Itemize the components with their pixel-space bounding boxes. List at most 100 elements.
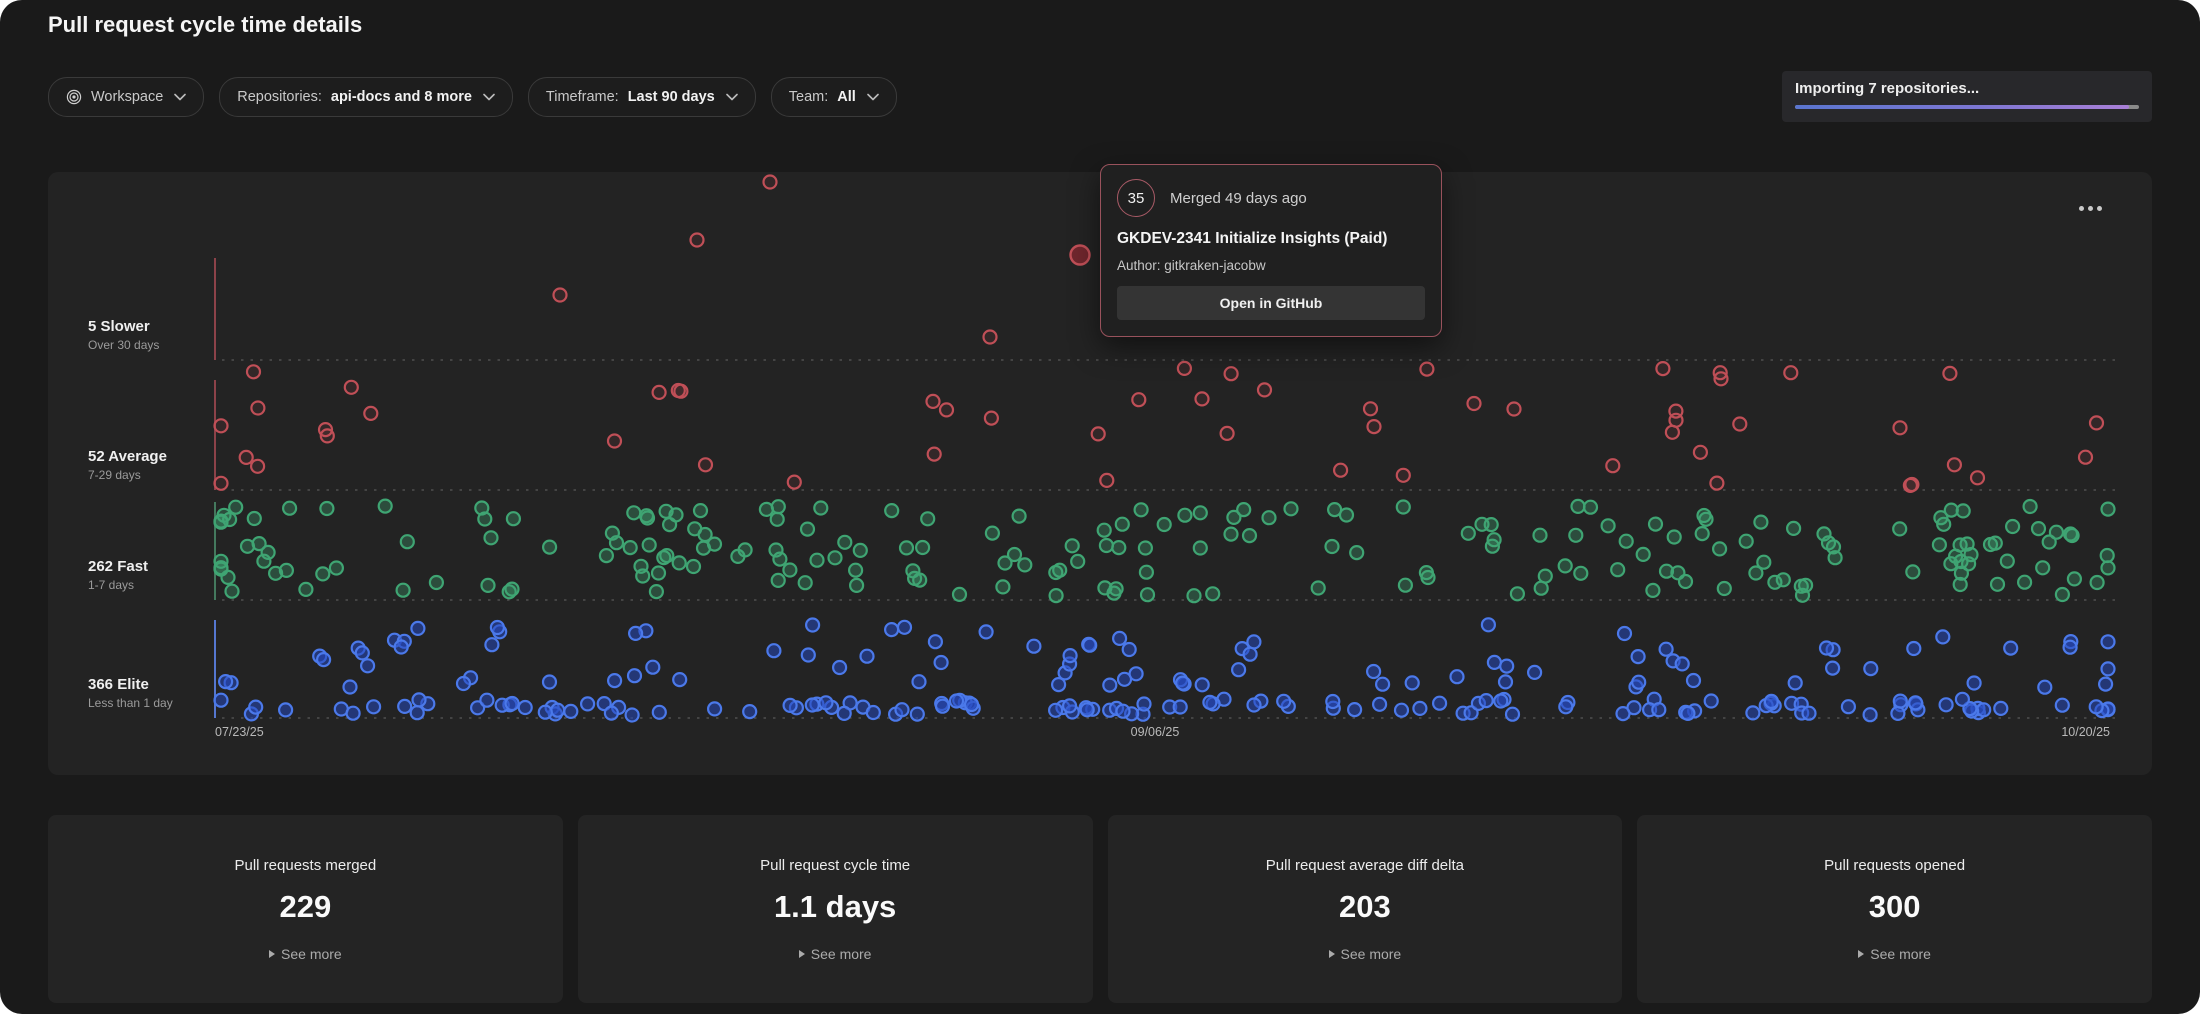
pr-dot[interactable] <box>624 707 640 723</box>
pr-dot[interactable] <box>1732 416 1748 432</box>
pr-dot[interactable] <box>742 703 758 720</box>
pr-dot[interactable] <box>315 566 331 582</box>
pr-dot[interactable] <box>2054 586 2071 603</box>
pr-dot[interactable] <box>1242 646 1258 662</box>
pr-dot[interactable] <box>606 673 623 689</box>
pr-dot[interactable] <box>2066 571 2083 587</box>
pr-dot[interactable] <box>213 514 229 530</box>
pr-dot[interactable] <box>1999 553 2015 569</box>
pr-dot[interactable] <box>933 654 949 671</box>
pr-dot[interactable] <box>670 382 686 399</box>
pr-dot[interactable] <box>797 575 813 591</box>
pr-dot[interactable] <box>363 405 379 421</box>
pr-dot[interactable] <box>550 702 566 718</box>
pr-dot[interactable] <box>1395 499 1411 515</box>
pr-dot[interactable] <box>319 428 335 444</box>
pr-dot[interactable] <box>2100 501 2116 517</box>
pr-dot[interactable] <box>1558 699 1574 715</box>
pr-dot[interactable] <box>1801 705 1817 721</box>
pr-dot[interactable] <box>758 501 775 517</box>
pr-dot[interactable] <box>1474 516 1490 532</box>
pr-dot[interactable] <box>706 536 723 552</box>
pr-dot[interactable] <box>914 539 931 556</box>
pr-dot[interactable] <box>345 705 361 721</box>
pr-dot[interactable] <box>995 579 1011 595</box>
pr-dot[interactable] <box>1942 365 1958 381</box>
pr-dot[interactable] <box>278 562 294 578</box>
pr-dot[interactable] <box>911 674 927 690</box>
pr-dot[interactable] <box>598 548 615 564</box>
pr-dot[interactable] <box>1246 697 1262 713</box>
pr-dot[interactable] <box>1310 580 1326 596</box>
pr-dot[interactable] <box>1497 674 1514 690</box>
pr-dot[interactable] <box>245 364 262 380</box>
pr-dot[interactable] <box>737 542 753 558</box>
pr-dot[interactable] <box>1890 705 1906 722</box>
pr-dot[interactable] <box>645 659 661 675</box>
pr-dot[interactable] <box>1952 576 1968 593</box>
pr-dot[interactable] <box>282 500 298 516</box>
pr-dot[interactable] <box>1709 475 1725 491</box>
pr-dot[interactable] <box>542 539 558 555</box>
pr-dot[interactable] <box>1635 546 1651 562</box>
pr-dot[interactable] <box>2062 526 2079 542</box>
pr-dot[interactable] <box>1404 675 1420 691</box>
pr-dot[interactable] <box>1658 641 1674 657</box>
pr-dot[interactable] <box>1374 676 1391 692</box>
pr-dot[interactable] <box>2088 699 2104 715</box>
pr-dot[interactable] <box>342 679 358 695</box>
pr-dot[interactable] <box>1783 365 1799 381</box>
pr-dot[interactable] <box>648 584 665 600</box>
pr-dot[interactable] <box>766 643 782 659</box>
pr-dot[interactable] <box>1246 634 1262 650</box>
pr-dot[interactable] <box>1863 661 1879 677</box>
pr-dot[interactable] <box>650 565 667 581</box>
pr-dot[interactable] <box>395 582 411 598</box>
pr-dot[interactable] <box>1694 526 1710 542</box>
pr-dot[interactable] <box>1397 577 1414 593</box>
pr-dot[interactable] <box>1931 537 1948 553</box>
pr-dot[interactable] <box>1115 703 1131 719</box>
pr-dot[interactable] <box>659 548 675 564</box>
pr-dot[interactable] <box>1486 654 1503 670</box>
pr-dot[interactable] <box>982 329 998 345</box>
pr-dot[interactable] <box>1256 382 1273 398</box>
pr-dot[interactable] <box>1703 693 1719 709</box>
pr-dot[interactable] <box>1582 499 1599 515</box>
pr-dot[interactable] <box>1194 677 1210 693</box>
pr-dot[interactable] <box>770 572 786 588</box>
pr-dot[interactable] <box>1557 558 1573 574</box>
pr-dot[interactable] <box>238 449 254 465</box>
pr-dot[interactable] <box>1509 586 1526 602</box>
pr-dot[interactable] <box>2016 574 2033 590</box>
cycle-time-scatter-chart[interactable] <box>48 172 2152 775</box>
pr-dot[interactable] <box>1137 540 1154 556</box>
pr-dot[interactable] <box>920 511 936 527</box>
pr-dot[interactable] <box>2003 640 2019 656</box>
pr-dot[interactable] <box>983 410 1000 426</box>
pr-dot[interactable] <box>1138 564 1155 580</box>
pr-dot[interactable] <box>1362 401 1379 417</box>
pr-dot[interactable] <box>865 704 881 721</box>
pr-dot[interactable] <box>984 525 1001 541</box>
pr-dot[interactable] <box>218 674 234 690</box>
pr-dot[interactable] <box>1504 706 1521 722</box>
pr-dot[interactable] <box>1753 514 1769 530</box>
pr-dot[interactable] <box>484 637 500 653</box>
pr-dot[interactable] <box>1573 565 1589 581</box>
pr-dot[interactable] <box>278 702 294 718</box>
pr-dot[interactable] <box>1969 470 1986 486</box>
pr-dot[interactable] <box>837 534 853 550</box>
pr-dot[interactable] <box>1892 420 1908 436</box>
pr-dot[interactable] <box>2022 498 2038 515</box>
pr-dot[interactable] <box>1631 674 1647 690</box>
pr-dot[interactable] <box>224 583 240 599</box>
pr-dot[interactable] <box>360 658 376 674</box>
pr-dot[interactable] <box>1537 568 1553 584</box>
pr-dot[interactable] <box>483 530 499 546</box>
pr-dot[interactable] <box>627 625 644 641</box>
pr-dot[interactable] <box>2048 524 2065 540</box>
pr-dot[interactable] <box>1692 444 1709 460</box>
pr-dot[interactable] <box>1892 521 1908 537</box>
workspace-filter[interactable]: Workspace <box>48 77 205 117</box>
